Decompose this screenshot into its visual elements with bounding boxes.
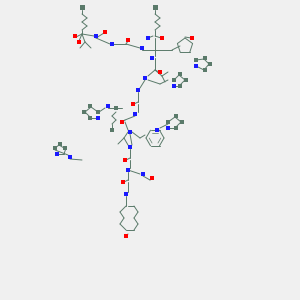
Bar xyxy=(194,64,198,68)
Bar xyxy=(106,104,110,108)
Bar xyxy=(155,128,159,132)
Bar xyxy=(158,70,162,74)
Bar xyxy=(114,106,118,110)
Bar xyxy=(96,116,100,120)
Bar xyxy=(150,176,154,180)
Bar xyxy=(120,120,124,124)
Bar xyxy=(126,168,130,172)
Bar xyxy=(131,102,135,106)
Bar xyxy=(141,172,145,176)
Bar xyxy=(194,58,198,62)
Bar xyxy=(180,120,184,124)
Bar xyxy=(208,62,212,66)
Bar xyxy=(166,120,170,124)
Bar xyxy=(80,4,85,10)
Bar xyxy=(166,126,170,130)
Bar xyxy=(58,142,62,146)
Bar xyxy=(77,40,81,44)
Bar xyxy=(124,192,128,196)
Bar xyxy=(128,130,132,134)
Bar xyxy=(136,88,140,92)
Bar xyxy=(63,146,67,150)
Bar xyxy=(68,155,72,159)
Bar xyxy=(80,6,84,10)
Bar xyxy=(82,110,86,114)
Bar xyxy=(190,36,194,40)
Bar xyxy=(178,72,182,76)
Bar xyxy=(160,36,164,40)
Bar xyxy=(184,78,188,82)
Bar xyxy=(133,112,137,116)
Bar xyxy=(150,56,154,60)
Bar xyxy=(146,36,150,40)
Bar xyxy=(174,114,178,118)
Bar xyxy=(110,128,114,132)
Bar xyxy=(128,145,132,149)
Bar xyxy=(53,146,57,150)
Bar xyxy=(121,180,125,184)
Bar xyxy=(88,116,92,120)
Bar xyxy=(55,152,59,156)
Bar xyxy=(96,110,100,114)
Bar xyxy=(103,30,107,34)
Bar xyxy=(88,104,92,108)
Bar xyxy=(123,158,127,162)
Bar xyxy=(178,84,182,88)
Bar xyxy=(124,234,128,238)
Bar xyxy=(94,34,98,38)
Bar xyxy=(140,46,144,50)
Bar xyxy=(172,84,176,88)
Bar xyxy=(152,4,158,10)
Bar xyxy=(203,56,207,60)
Bar xyxy=(110,42,114,46)
Bar xyxy=(73,34,77,38)
Bar xyxy=(153,6,157,10)
Bar xyxy=(172,78,176,82)
Bar xyxy=(143,76,147,80)
Bar xyxy=(203,68,207,72)
Bar xyxy=(126,38,130,42)
Bar xyxy=(174,126,178,130)
